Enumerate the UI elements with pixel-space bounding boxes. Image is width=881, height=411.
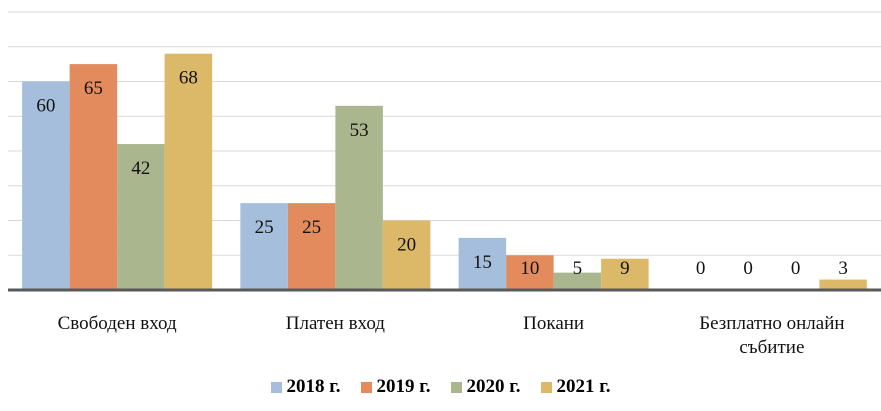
data-label: 10 (520, 258, 539, 279)
chart: 60 65 42 68 25 25 53 20 15 10 5 9 0 0 0 3 (8, 11, 881, 292)
data-label: 0 (791, 258, 801, 279)
data-label: 42 (131, 158, 150, 179)
legend-swatch (540, 381, 552, 393)
bar (240, 203, 288, 290)
data-label: 0 (743, 258, 753, 279)
x-tick-label: Платен вход (285, 313, 385, 334)
data-label: 20 (397, 235, 416, 256)
legend-label: 2020 г. (466, 376, 521, 397)
legend: 2018 г. 2019 г. 2020 г. 2021 г. (0, 376, 881, 398)
data-label: 15 (473, 252, 492, 273)
bar (458, 237, 507, 290)
data-label: 25 (255, 217, 274, 238)
bar (164, 53, 213, 291)
bar (506, 255, 554, 290)
legend-item: 2021 г. (540, 376, 611, 398)
legend-label: 2018 г. (286, 376, 341, 397)
legend-item: 2019 г. (360, 376, 431, 398)
x-tick-label: Свободен вход (57, 313, 177, 334)
data-label: 3 (838, 258, 848, 279)
data-label: 9 (620, 258, 630, 279)
data-label: 5 (573, 258, 583, 279)
bar (335, 105, 383, 290)
data-label: 53 (350, 120, 369, 141)
x-tick-label: Покани (523, 313, 585, 334)
data-label: 25 (302, 217, 321, 238)
data-label: 65 (84, 78, 103, 99)
legend-label: 2021 г. (556, 376, 611, 397)
legend-swatch (360, 381, 372, 393)
legend-label: 2019 г. (376, 376, 431, 397)
bar (553, 272, 602, 290)
bar (69, 64, 118, 290)
legend-swatch (270, 381, 282, 393)
data-label: 0 (696, 258, 706, 279)
bar (382, 220, 431, 290)
legend-item: 2018 г. (270, 376, 341, 398)
bar (601, 258, 649, 290)
bar (287, 203, 336, 290)
legend-item: 2020 г. (450, 376, 521, 398)
data-label: 68 (179, 68, 198, 89)
bar (819, 279, 867, 290)
legend-swatch (450, 381, 462, 393)
x-tick-label: Безплатно онлайн събитие (699, 313, 845, 358)
bar (22, 81, 70, 290)
bar (117, 144, 165, 290)
data-label: 60 (36, 96, 55, 117)
